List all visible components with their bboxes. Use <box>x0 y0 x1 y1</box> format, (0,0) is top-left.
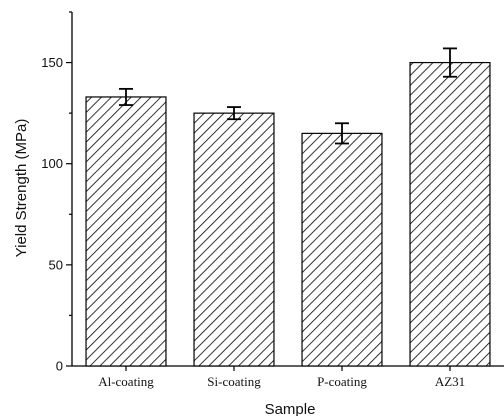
bar <box>409 61 491 367</box>
x-tick-label: Al-coating <box>98 374 154 389</box>
x-tick-label: AZ31 <box>435 374 465 389</box>
x-axis-title: Sample <box>265 401 316 416</box>
plot-area: 0 50 100 150 Al-coating Si-coating P-coating AZ… <box>41 11 504 389</box>
bar <box>193 112 275 367</box>
y-tick-label: 150 <box>41 55 63 70</box>
x-tick-label: P-coating <box>317 374 367 389</box>
y-tick-label: 100 <box>41 156 63 171</box>
y-tick-label: 50 <box>49 257 63 272</box>
y-tick-label: 0 <box>56 359 63 374</box>
y-axis-title: Yield Strength (MPa) <box>13 119 30 258</box>
bar <box>301 132 383 367</box>
x-tick-label: Si-coating <box>207 374 261 389</box>
bar <box>85 96 167 367</box>
